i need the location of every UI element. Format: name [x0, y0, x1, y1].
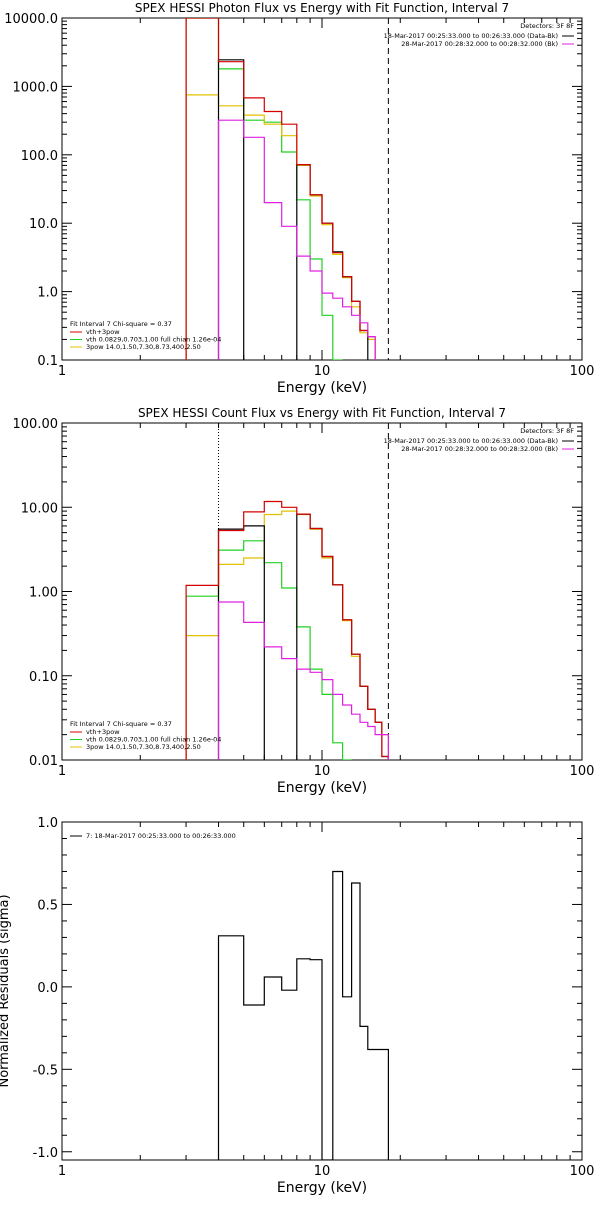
- series-bpow: [185, 510, 389, 760]
- legend-entry-label: 18-Mar-2017 00:25:33.000 to 00:26:33.000…: [384, 32, 558, 40]
- x-tick-label: 10: [314, 1164, 331, 1179]
- legend-header: Detectors: 3F 8F: [520, 22, 574, 30]
- series-background_spectrum: [217, 601, 389, 760]
- legend-entry-label: vth 0.0829,0.703,1.00 full chian 1.26e-0…: [86, 736, 221, 744]
- x-tick-label: 1: [58, 764, 66, 779]
- y-tick-label: 1.0: [37, 816, 58, 831]
- series-data: [217, 59, 369, 360]
- series-total: [185, 18, 376, 360]
- x-tick-label: 100: [570, 364, 595, 379]
- series-total: [185, 500, 389, 760]
- legend-entry-label: 7: 18-Mar-2017 00:25:33.000 to 00:26:33.…: [86, 832, 236, 840]
- legend-entry-label: 3pow 14.0,1.50,7.30,8.73,400,2.50: [86, 743, 201, 751]
- legend-entry-label: 28-Mar-2017 00:28:32.000 to 00:28:32.000…: [401, 445, 558, 453]
- legend-entry-label: 18-Mar-2017 00:25:33.000 to 00:26:33.000…: [384, 437, 558, 445]
- x-axis-label: Energy (keV): [277, 780, 367, 796]
- y-tick-label: 0.1: [37, 354, 58, 369]
- legend-header: Fit Interval 7 Chi-square = 0.37: [70, 320, 172, 328]
- legend-header: Fit Interval 7 Chi-square = 0.37: [70, 720, 172, 728]
- chart-title: SPEX HESSI Count Flux vs Energy with Fit…: [138, 406, 506, 420]
- series-vth: [185, 540, 352, 760]
- x-axis-label: Energy (keV): [277, 1180, 367, 1196]
- x-tick-label: 10: [314, 364, 331, 379]
- series-data: [217, 513, 389, 760]
- y-tick-label: 10.00: [21, 501, 58, 516]
- y-tick-label: 10000.0: [4, 12, 58, 27]
- legend-entry-label: vth 0.0829,0.703,1.00 full chian 1.26e-0…: [86, 336, 221, 344]
- y-tick-label: 0.5: [37, 898, 58, 913]
- chart-panel-2: SPEX HESSI Count Flux vs Energy with Fit…: [13, 406, 595, 796]
- legend-bottom-left: Fit Interval 7 Chi-square = 0.37vth+3pow…: [70, 320, 221, 351]
- legend-entry-label: vth+3pow: [86, 328, 120, 336]
- x-tick-label: 100: [570, 764, 595, 779]
- y-axis-label: Normalized Residuals (sigma): [0, 894, 12, 1087]
- y-tick-label: 1.0: [37, 286, 58, 301]
- legend-top-right: Detectors: 3F 8F 18-Mar-2017 00:25:33.000…: [384, 427, 575, 453]
- chart-title: SPEX HESSI Photon Flux vs Energy with Fi…: [135, 1, 509, 15]
- series-bpow: [185, 94, 376, 360]
- x-tick-label: 1: [58, 1164, 66, 1179]
- y-tick-label: -0.5: [33, 1063, 58, 1078]
- chart-panel-3: 1 10 100 Energy (keV) -1.0 -0.5 0.0 0.5 1.0 Norma…: [0, 816, 594, 1196]
- x-axis-label: Energy (keV): [277, 380, 367, 396]
- legend-entry-label: vth+3pow: [86, 728, 120, 736]
- series-background_spectrum: [217, 119, 376, 360]
- y-tick-label: 0.01: [29, 754, 58, 769]
- series-residuals: [217, 870, 389, 1160]
- x-tick-label: 1: [58, 364, 66, 379]
- y-tick-label: 1.00: [29, 586, 58, 601]
- y-tick-label: 100.0: [21, 149, 58, 164]
- legend-entry-label: 28-Mar-2017 00:28:32.000 to 00:28:32.000…: [401, 40, 558, 48]
- legend-entry-label: 3pow 14.0,1.50,7.30,8.73,400,2.50: [86, 343, 201, 351]
- chart-panel-1: SPEX HESSI Photon Flux vs Energy with Fi…: [4, 1, 594, 396]
- y-tick-label: 0.0: [37, 981, 58, 996]
- legend-bottom-left: Fit Interval 7 Chi-square = 0.37vth+3pow…: [70, 720, 221, 751]
- y-tick-label: 1000.0: [13, 80, 59, 95]
- x-tick-label: 100: [570, 1164, 595, 1179]
- legend-header: Detectors: 3F 8F: [520, 427, 574, 435]
- legend-top-right: Detectors: 3F 8F 18-Mar-2017 00:25:33.000…: [384, 22, 575, 48]
- y-tick-label: 100.00: [13, 417, 59, 432]
- y-tick-label: 10.0: [29, 217, 58, 232]
- y-tick-label: 0.10: [29, 670, 58, 685]
- x-tick-label: 10: [314, 764, 331, 779]
- plot-frame: [61, 422, 583, 761]
- y-tick-label: -1.0: [33, 1146, 58, 1161]
- legend-top-left: 7: 18-Mar-2017 00:25:33.000 to 00:26:33.…: [70, 832, 236, 840]
